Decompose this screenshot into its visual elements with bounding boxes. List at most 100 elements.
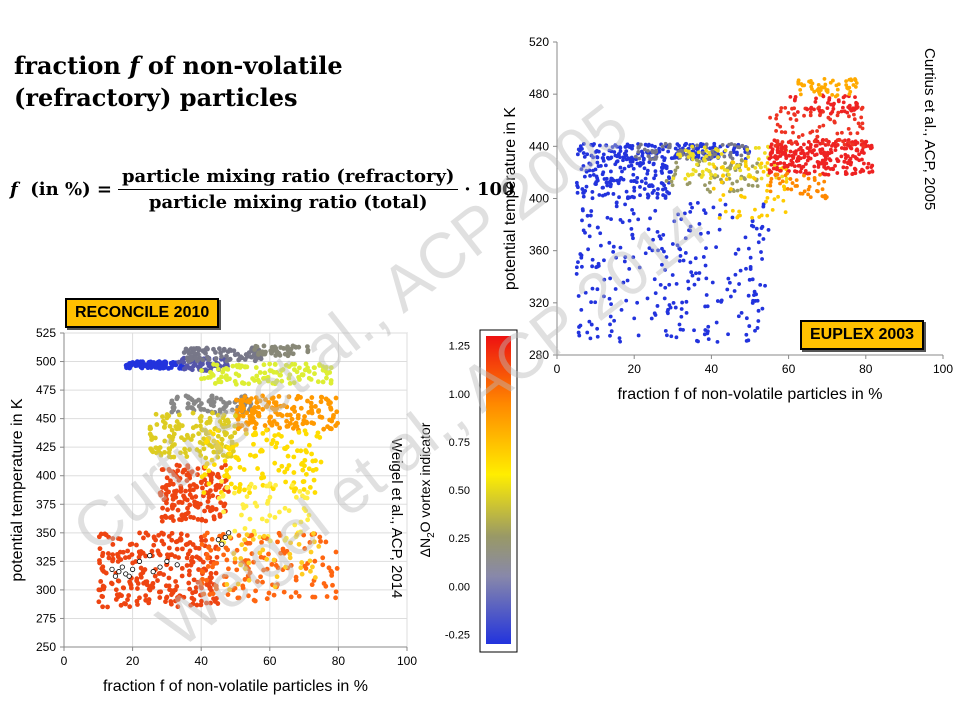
data-point: [100, 594, 106, 600]
y-tick-label: 450: [36, 412, 56, 426]
data-point: [732, 289, 737, 293]
data-point: [624, 298, 629, 303]
data-point: [253, 356, 259, 361]
x-axis-label: fraction f of non-volatile particles in …: [103, 678, 368, 695]
data-point: [228, 348, 234, 353]
data-point: [683, 142, 688, 146]
data-point: [211, 514, 217, 520]
data-point: [134, 598, 140, 604]
data-point: [655, 191, 660, 196]
data-point: [313, 404, 318, 409]
data-point: [187, 540, 193, 545]
data-point: [580, 207, 585, 212]
data-point: [814, 143, 819, 148]
data-point: [147, 424, 153, 430]
data-point: [759, 250, 763, 254]
data-point: [781, 184, 786, 189]
data-point: [698, 231, 703, 236]
data-point: [782, 187, 787, 192]
data-point: [822, 179, 827, 184]
data-point: [844, 165, 849, 170]
data-point: [802, 83, 807, 88]
data-point: [704, 246, 708, 251]
data-point: [296, 429, 302, 435]
data-point: [761, 169, 766, 174]
data-point: [196, 397, 202, 403]
data-point: [744, 266, 748, 271]
data-point: [221, 348, 227, 353]
data-point: [125, 597, 130, 603]
data-point: [721, 174, 725, 178]
data-point: [696, 150, 701, 155]
data-point: [708, 190, 712, 194]
data-point: [826, 172, 831, 177]
data-point: [793, 151, 798, 156]
data-point: [836, 99, 841, 104]
data-point: [223, 375, 229, 381]
data-point: [808, 130, 813, 135]
data-point: [794, 178, 799, 183]
data-point: [636, 333, 641, 338]
data-point: [855, 131, 860, 136]
data-point: [211, 361, 216, 367]
data-point: [673, 305, 678, 310]
data-point: [788, 177, 793, 181]
data-point: [798, 87, 803, 92]
data-point: [742, 195, 747, 200]
data-point: [765, 161, 770, 165]
data-point: [812, 139, 817, 144]
data-point: [292, 367, 297, 373]
data-point: [663, 329, 668, 333]
data-point: [806, 187, 811, 192]
data-point: [782, 165, 787, 169]
data-point: [178, 531, 184, 537]
x-tick-label: 100: [933, 362, 953, 376]
data-point: [735, 150, 739, 155]
data-point: [113, 587, 119, 593]
data-point: [854, 81, 859, 85]
data-point: [578, 252, 583, 256]
data-point: [775, 141, 780, 146]
data-point: [259, 475, 264, 481]
data-point: [247, 452, 253, 458]
data-point: [594, 174, 599, 179]
data-point: [690, 157, 695, 162]
data-point: [312, 365, 317, 371]
data-point: [601, 158, 606, 163]
data-point: [96, 599, 102, 605]
data-point: [746, 155, 751, 159]
data-point: [242, 364, 248, 369]
heading-line-1: fraction f of non-volatile: [14, 51, 343, 80]
data-point: [135, 586, 140, 591]
data-point: [791, 154, 796, 159]
data-point: [794, 159, 799, 163]
data-point: [760, 257, 764, 261]
data-point: [822, 77, 827, 81]
data-point: [574, 180, 579, 185]
data-point: [791, 130, 795, 135]
data-point: [603, 163, 608, 168]
data-point: [156, 359, 162, 365]
data-point: [739, 187, 744, 192]
data-point: [204, 346, 209, 351]
data-point: [831, 103, 836, 108]
data-point: [638, 193, 642, 198]
data-point: [743, 235, 748, 240]
open-data-point: [116, 569, 122, 575]
data-point: [179, 512, 185, 518]
data-point: [770, 207, 775, 212]
data-point: [765, 188, 769, 193]
data-point: [612, 150, 617, 154]
data-point: [587, 223, 592, 228]
data-point: [265, 498, 271, 504]
y-tick-label: 250: [36, 640, 56, 654]
y-tick-label: 280: [529, 348, 549, 362]
data-point: [646, 227, 651, 232]
data-point: [589, 300, 593, 305]
data-point: [599, 243, 603, 248]
data-point: [650, 143, 654, 148]
data-point: [285, 423, 291, 429]
data-point: [160, 414, 165, 420]
data-point: [662, 158, 667, 163]
